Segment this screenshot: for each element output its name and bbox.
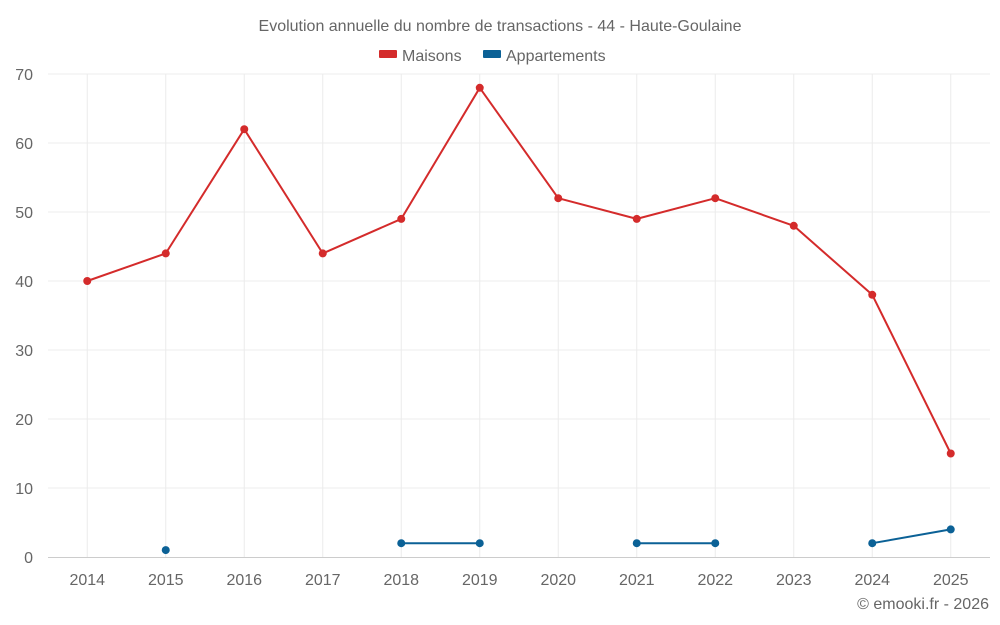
- y-tick-label: 20: [15, 412, 33, 429]
- data-point-maisons[interactable]: [83, 277, 92, 285]
- chart-title: Evolution annuelle du nombre de transact…: [259, 18, 742, 35]
- y-tick-label: 40: [15, 274, 33, 291]
- y-tick-label: 60: [15, 136, 33, 153]
- x-tick-label: 2024: [854, 572, 890, 589]
- data-point-maisons[interactable]: [318, 249, 327, 258]
- data-point-appartements[interactable]: [946, 525, 955, 534]
- y-tick-label: 70: [15, 67, 33, 84]
- data-point-maisons[interactable]: [789, 221, 798, 230]
- legend-swatch-appartements[interactable]: [483, 50, 501, 58]
- data-point-maisons[interactable]: [475, 83, 484, 92]
- x-axis-ticks: 2014 2015 2016 2017 2018 2019 2020 2021 2022 2023…: [69, 572, 968, 589]
- data-point-appartements[interactable]: [397, 539, 406, 548]
- data-point-maisons[interactable]: [161, 249, 170, 258]
- y-axis-ticks: 0 10 20 30 40 50 60 70: [15, 67, 33, 567]
- data-point-appartements[interactable]: [161, 546, 170, 555]
- x-tick-label: 2015: [148, 572, 184, 589]
- data-point-appartements[interactable]: [632, 539, 641, 548]
- series-line-appartements: [871, 528, 952, 545]
- series-appartements: [161, 525, 955, 555]
- grid: [48, 73, 990, 558]
- y-tick-label: 30: [15, 343, 33, 360]
- series-line-maisons: [86, 86, 952, 455]
- legend-label-maisons[interactable]: Maisons: [402, 48, 462, 65]
- series-maisons: [83, 83, 955, 458]
- data-point-maisons[interactable]: [554, 194, 563, 203]
- series: [83, 83, 955, 555]
- x-tick-label: 2017: [305, 572, 341, 589]
- data-point-appartements[interactable]: [475, 539, 484, 548]
- data-point-appartements[interactable]: [868, 539, 877, 548]
- data-point-maisons[interactable]: [868, 290, 877, 299]
- x-tick-label: 2016: [226, 572, 262, 589]
- legend[interactable]: Maisons Appartements: [379, 48, 606, 65]
- x-tick-label: 2014: [69, 572, 105, 589]
- x-tick-label: 2019: [462, 572, 498, 589]
- x-tick-label: 2023: [776, 572, 812, 589]
- y-tick-label: 0: [24, 550, 33, 567]
- data-point-maisons[interactable]: [240, 125, 249, 134]
- data-point-maisons[interactable]: [632, 214, 641, 223]
- data-point-appartements[interactable]: [711, 539, 720, 548]
- x-tick-label: 2020: [540, 572, 576, 589]
- y-tick-label: 50: [15, 205, 33, 222]
- data-point-maisons[interactable]: [711, 194, 720, 203]
- credit-text: © emooki.fr - 2026: [857, 596, 989, 613]
- x-tick-label: 2018: [383, 572, 419, 589]
- x-tick-label: 2022: [697, 572, 733, 589]
- data-point-maisons[interactable]: [946, 449, 955, 458]
- legend-label-appartements[interactable]: Appartements: [506, 48, 606, 65]
- legend-swatch-maisons[interactable]: [379, 50, 397, 58]
- x-tick-label: 2025: [933, 572, 969, 589]
- x-tick-label: 2021: [619, 572, 655, 589]
- y-tick-label: 10: [15, 481, 33, 498]
- data-point-maisons[interactable]: [397, 214, 406, 223]
